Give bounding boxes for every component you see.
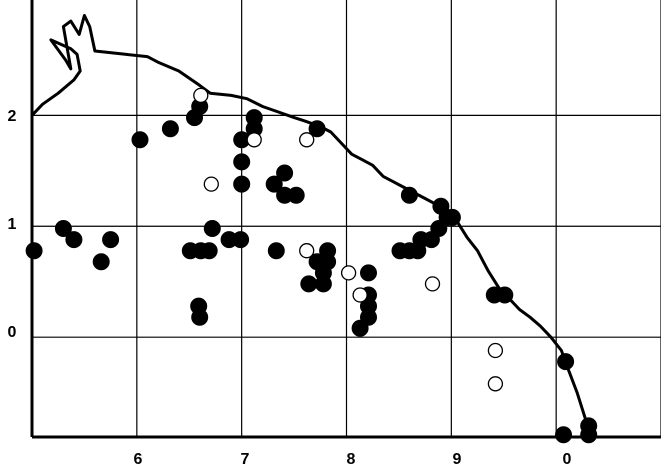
grid-lines <box>32 0 661 437</box>
x-tick-label: 7 <box>241 451 250 467</box>
open-point <box>193 87 209 104</box>
filled-point <box>232 231 250 249</box>
filled-point <box>203 220 221 237</box>
filled-point <box>360 264 377 282</box>
x-tick-label: 9 <box>453 451 462 467</box>
filled-point <box>233 175 251 193</box>
filled-point <box>92 253 110 271</box>
filled-point <box>276 164 294 182</box>
open-point <box>352 287 368 303</box>
filled-point <box>496 286 514 304</box>
filled-point <box>580 426 598 444</box>
data-points <box>25 87 598 444</box>
open-point <box>487 376 504 392</box>
filled-point <box>245 109 263 127</box>
filled-point <box>265 175 283 193</box>
filled-point <box>308 120 326 138</box>
filled-point <box>233 153 251 171</box>
open-point <box>340 265 357 281</box>
filled-point <box>65 231 83 249</box>
y-tick-label: 2 <box>8 108 17 125</box>
filled-point <box>557 353 575 371</box>
filled-point <box>200 242 218 260</box>
filled-point <box>443 208 461 226</box>
x-tick-label: 6 <box>134 451 143 467</box>
filled-point <box>191 308 209 326</box>
x-tick-label: 0 <box>563 451 572 467</box>
tick-labels: 6 7 8 9 0 2 1 0 <box>8 108 572 467</box>
filled-point <box>555 426 572 444</box>
filled-point <box>400 186 418 204</box>
open-point <box>487 342 504 359</box>
filled-point <box>287 186 305 204</box>
filled-point <box>131 131 149 149</box>
filled-point <box>25 242 43 260</box>
filled-point <box>161 120 179 138</box>
axes <box>30 0 661 439</box>
filled-point <box>300 275 318 293</box>
open-point <box>299 132 315 148</box>
y-tick-label: 1 <box>8 216 17 233</box>
open-point <box>299 243 315 259</box>
filled-point <box>102 231 120 249</box>
y-tick-label: 0 <box>8 324 17 341</box>
open-point <box>203 176 219 192</box>
filled-point <box>267 242 285 260</box>
filled-point <box>319 242 337 260</box>
open-point <box>246 132 262 148</box>
x-tick-label: 8 <box>347 451 356 467</box>
open-point <box>424 276 441 292</box>
filled-point <box>54 220 72 237</box>
filled-point <box>360 308 377 326</box>
